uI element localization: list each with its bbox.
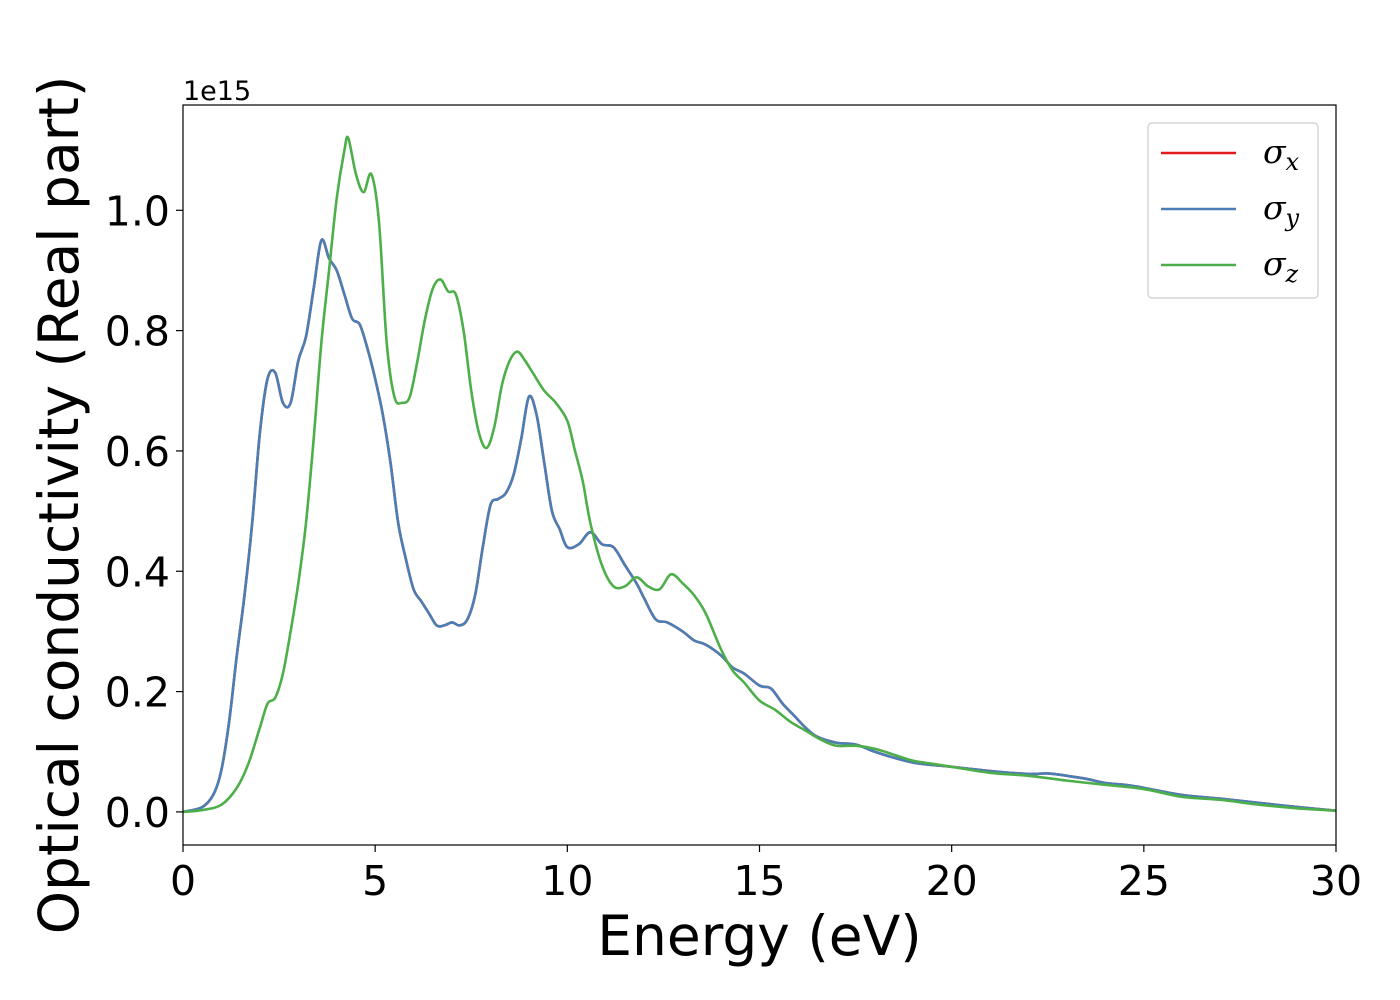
y-axis-ticks: 0.0 0.2 0.4 0.6 0.8 1.0 <box>105 187 183 837</box>
series-line-x <box>183 238 1336 814</box>
y-tick-label: 1.0 <box>105 187 170 235</box>
series-line-y <box>183 238 1336 814</box>
legend-label-z: σz <box>1263 244 1299 288</box>
x-tick-label: 20 <box>926 857 978 905</box>
y-axis-label: Optical conductivity (Real part) <box>27 76 91 935</box>
legend-box <box>1147 122 1319 299</box>
x-tick-label: 5 <box>362 857 388 905</box>
x-tick-label: 30 <box>1310 857 1362 905</box>
legend: σx σy σz <box>1147 122 1319 299</box>
x-tick-label: 25 <box>1118 857 1170 905</box>
legend-label-y: σy <box>1263 188 1300 232</box>
y-tick-label: 0.4 <box>105 548 170 596</box>
x-axis-label: Energy (eV) <box>597 904 921 968</box>
series-lines <box>183 135 1336 814</box>
legend-label-x: σx <box>1263 132 1300 176</box>
y-tick-label: 0.2 <box>105 669 170 717</box>
y-tick-label: 0.6 <box>105 428 170 476</box>
x-tick-label: 10 <box>541 857 593 905</box>
series-line-z <box>183 135 1336 814</box>
x-axis-ticks: 0 5 10 15 20 25 30 <box>170 845 1362 905</box>
y-tick-label: 0.8 <box>105 308 170 356</box>
x-tick-label: 0 <box>170 857 196 905</box>
x-tick-label: 15 <box>733 857 785 905</box>
y-offset-label: 1e15 <box>183 76 251 107</box>
y-tick-label: 0.0 <box>105 789 170 837</box>
